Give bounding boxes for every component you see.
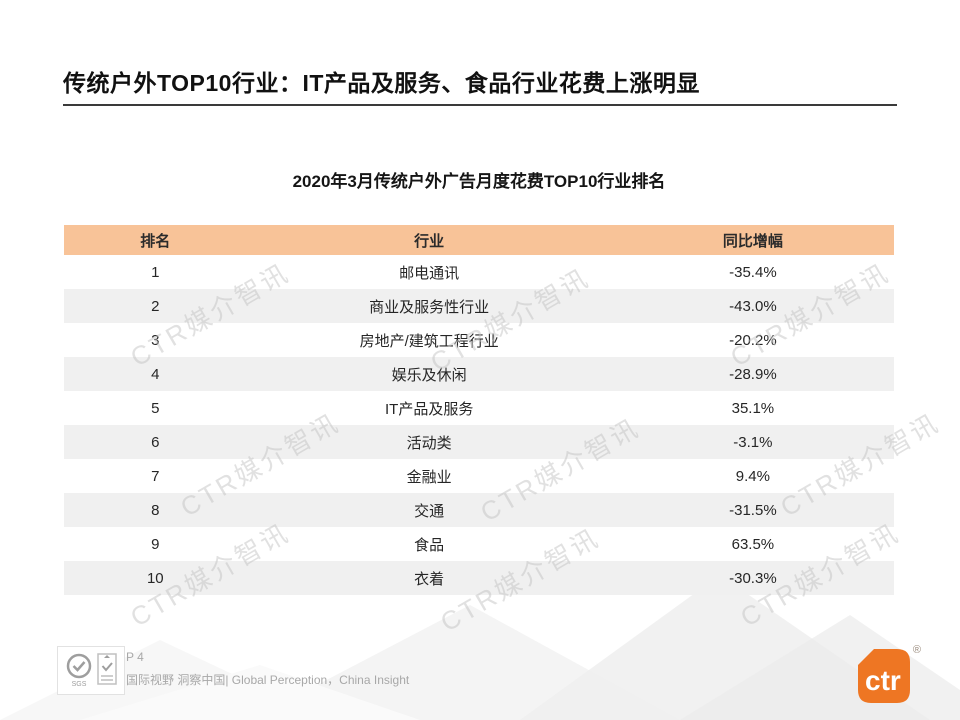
- table-row: 4 娱乐及休闲 -28.9%: [64, 357, 894, 391]
- cell-growth: -20.2%: [611, 323, 894, 357]
- cell-industry: 房地产/建筑工程行业: [246, 323, 612, 357]
- slide-title: 传统户外TOP10行业：IT产品及服务、食品行业花费上涨明显: [63, 70, 700, 96]
- table-row: 8 交通 -31.5%: [64, 493, 894, 527]
- cell-industry: 娱乐及休闲: [246, 357, 612, 391]
- certification-logos: SGS: [57, 646, 125, 695]
- cell-growth: -30.3%: [611, 561, 894, 595]
- cell-industry: 衣着: [246, 561, 612, 595]
- cell-rank: 5: [64, 391, 247, 425]
- cell-rank: 9: [64, 527, 247, 561]
- ctr-logo-icon: ctr: [858, 649, 910, 703]
- cell-rank: 8: [64, 493, 247, 527]
- cell-growth: 9.4%: [611, 459, 894, 493]
- sgs-certification-icon: SGS: [66, 653, 91, 688]
- ranking-table: 排名 行业 同比增幅 1 邮电通讯 -35.4% 2 商业及服务性行业 -43.0% 3 房地…: [64, 225, 894, 595]
- cell-rank: 10: [64, 561, 247, 595]
- cell-industry: IT产品及服务: [246, 391, 612, 425]
- table-row: 1 邮电通讯 -35.4%: [64, 255, 894, 289]
- cell-rank: 6: [64, 425, 247, 459]
- cell-rank: 1: [64, 255, 247, 289]
- page-number: P 4: [126, 650, 144, 664]
- cell-growth: -43.0%: [611, 289, 894, 323]
- column-header-growth: 同比增幅: [611, 225, 894, 255]
- cell-industry: 商业及服务性行业: [246, 289, 612, 323]
- cell-rank: 4: [64, 357, 247, 391]
- cell-industry: 金融业: [246, 459, 612, 493]
- table-body: 1 邮电通讯 -35.4% 2 商业及服务性行业 -43.0% 3 房地产/建筑工程行业 -20…: [64, 255, 894, 595]
- title-underline: [63, 104, 897, 106]
- ranking-table-container: 排名 行业 同比增幅 1 邮电通讯 -35.4% 2 商业及服务性行业 -43.0% 3 房地…: [64, 225, 894, 595]
- ctr-logo-text: ctr: [865, 665, 901, 696]
- cell-growth: -28.9%: [611, 357, 894, 391]
- column-header-rank: 排名: [64, 225, 247, 255]
- cell-industry: 食品: [246, 527, 612, 561]
- cell-rank: 3: [64, 323, 247, 357]
- ctr-logo: ctr ®: [855, 644, 925, 708]
- cell-industry: 邮电通讯: [246, 255, 612, 289]
- cell-rank: 7: [64, 459, 247, 493]
- cell-growth: -31.5%: [611, 493, 894, 527]
- table-row: 5 IT产品及服务 35.1%: [64, 391, 894, 425]
- table-row: 9 食品 63.5%: [64, 527, 894, 561]
- cell-growth: -35.4%: [611, 255, 894, 289]
- table-header-row: 排名 行业 同比增幅: [64, 225, 894, 255]
- table-row: 7 金融业 9.4%: [64, 459, 894, 493]
- table-caption: 2020年3月传统户外广告月度花费TOP10行业排名: [292, 172, 666, 191]
- table-row: 2 商业及服务性行业 -43.0%: [64, 289, 894, 323]
- cell-growth: -3.1%: [611, 425, 894, 459]
- cell-growth: 35.1%: [611, 391, 894, 425]
- column-header-industry: 行业: [246, 225, 612, 255]
- svg-text:SGS: SGS: [71, 681, 86, 688]
- footer-tagline: 国际视野 洞察中国| Global Perception，China Insig…: [126, 673, 410, 687]
- cell-rank: 2: [64, 289, 247, 323]
- cell-growth: 63.5%: [611, 527, 894, 561]
- table-row: 6 活动类 -3.1%: [64, 425, 894, 459]
- cell-industry: 活动类: [246, 425, 612, 459]
- table-row: 10 衣着 -30.3%: [64, 561, 894, 595]
- ukas-certification-icon: [96, 652, 117, 685]
- cell-industry: 交通: [246, 493, 612, 527]
- registered-trademark-icon: ®: [912, 644, 921, 656]
- table-row: 3 房地产/建筑工程行业 -20.2%: [64, 323, 894, 357]
